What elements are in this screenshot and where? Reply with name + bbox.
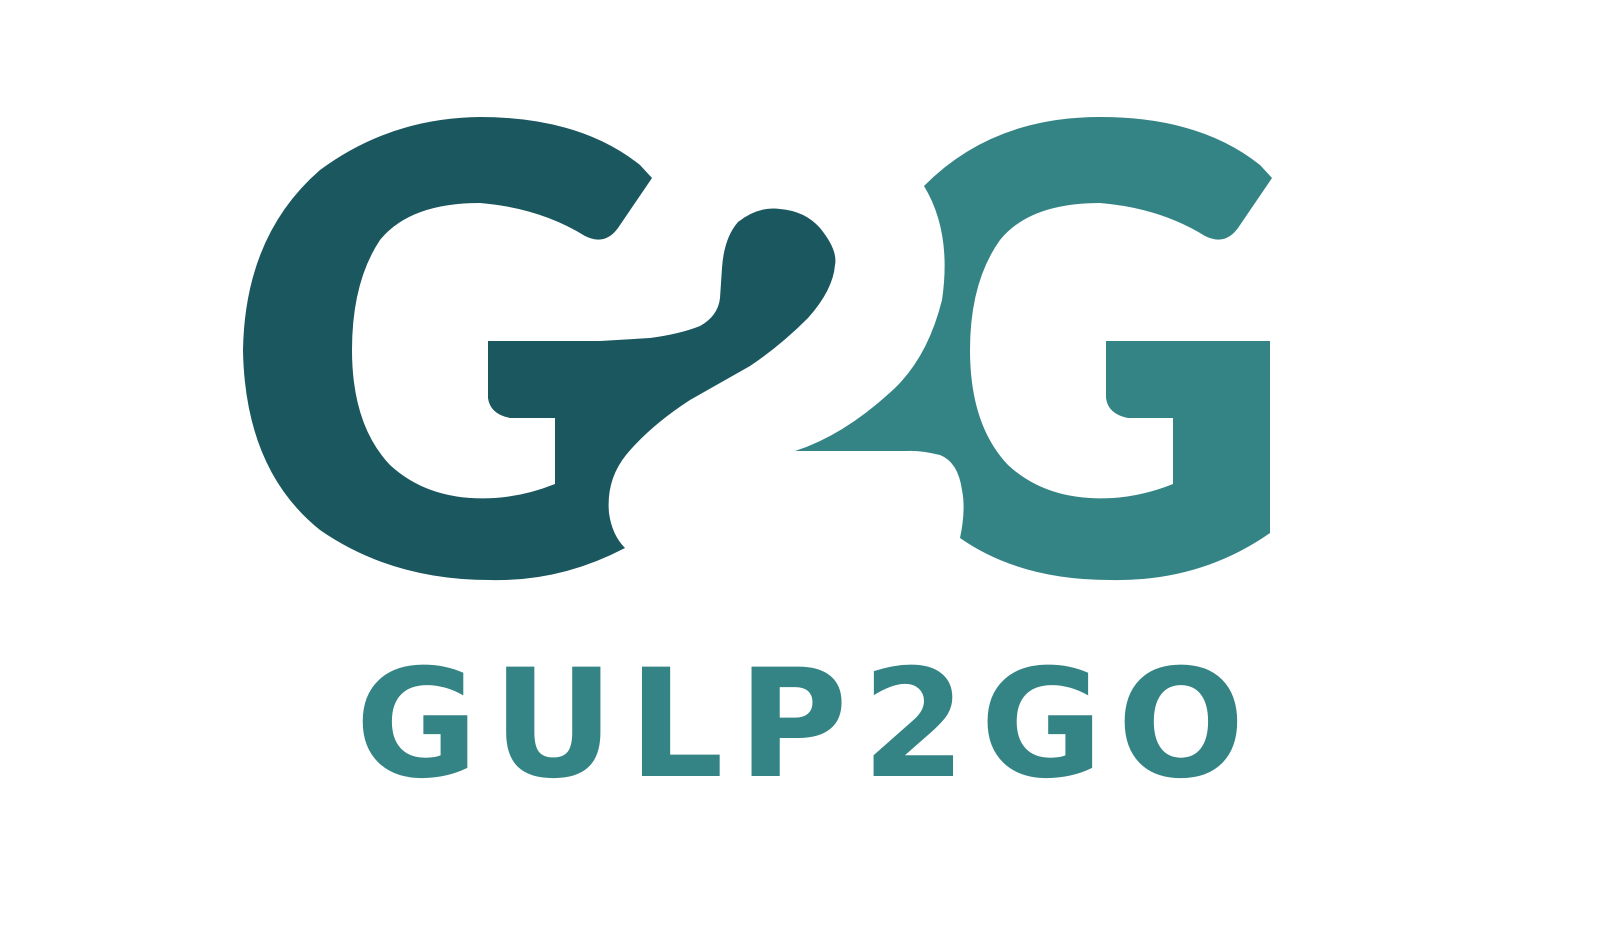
- left-g-glyph: [243, 117, 836, 581]
- right-g-glyph: [795, 117, 1272, 581]
- gulp2go-wordmark: GULP2GO: [355, 638, 1259, 812]
